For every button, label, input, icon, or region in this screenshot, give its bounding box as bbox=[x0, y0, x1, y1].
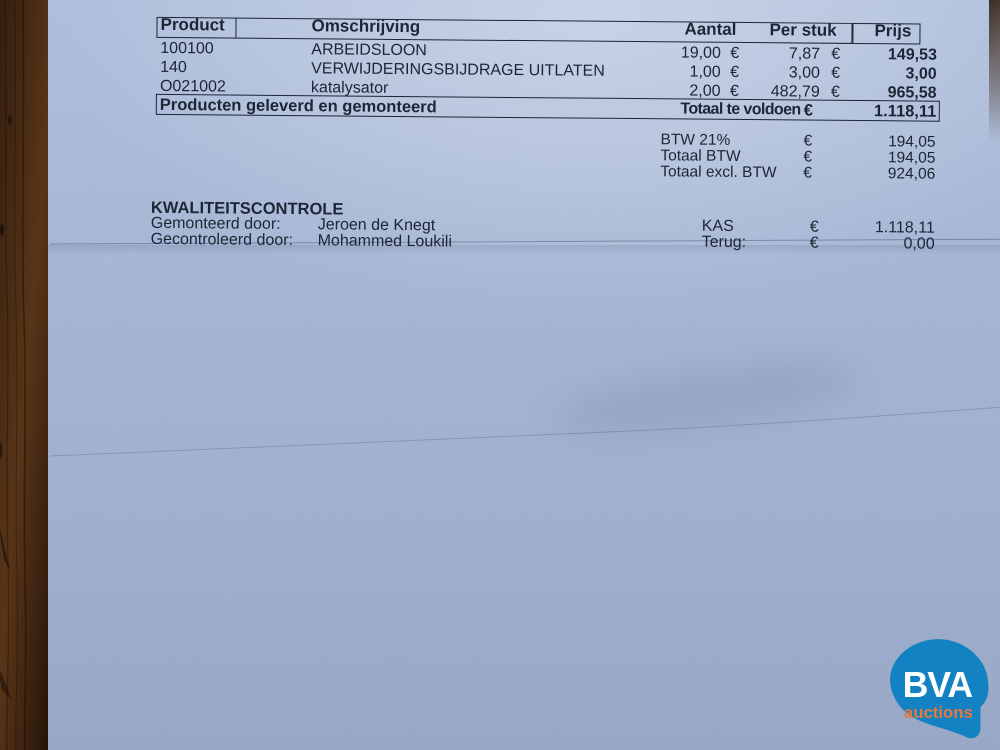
svg-text:auctions: auctions bbox=[904, 703, 973, 722]
svg-text:BVA: BVA bbox=[903, 665, 973, 705]
